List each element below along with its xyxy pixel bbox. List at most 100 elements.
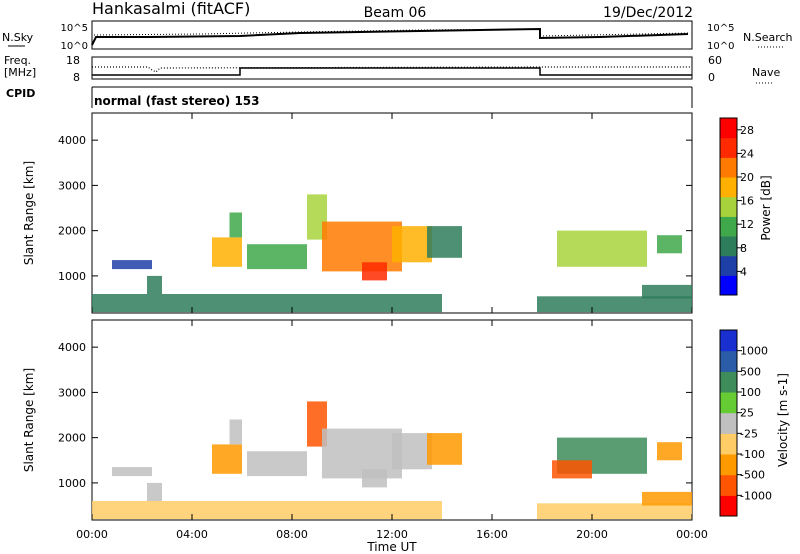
nave-tick-top: 60 bbox=[708, 54, 722, 67]
nave-line bbox=[92, 66, 692, 73]
velocity-colorbar-cells bbox=[720, 330, 737, 517]
power-colorbar-swatch bbox=[720, 177, 737, 198]
velocity-colorbar-tick-label: -1000 bbox=[740, 489, 772, 502]
power-colorbar-tick-label: 8 bbox=[740, 242, 747, 255]
velocity-scatter-region bbox=[642, 491, 692, 506]
freq-tick-bottom: 8 bbox=[73, 71, 80, 84]
freq-label-1: Freq. bbox=[4, 54, 31, 67]
velocity-scatter-region bbox=[212, 444, 242, 474]
velocity-panel-cells bbox=[92, 401, 692, 520]
power-colorbar-tick-label: 24 bbox=[740, 147, 754, 160]
velocity-colorbar-tick-label: 1000 bbox=[740, 345, 768, 358]
nsearch-label: N.Search bbox=[743, 31, 793, 44]
velocity-colorbar-ticks: -1000 -500 -100 -25 25 100 500 1000 bbox=[737, 345, 772, 502]
station-title: Hankasalmi (fitACF) bbox=[92, 0, 250, 18]
power-xticks bbox=[91, 113, 693, 313]
freq-panel-frame bbox=[91, 56, 693, 80]
power-colorbar-swatch bbox=[720, 196, 737, 217]
velocity-panel: 1000 2000 3000 4000 Slant Range [km] bbox=[22, 319, 693, 521]
power-colorbar-tick-label: 12 bbox=[740, 218, 754, 231]
velocity-panel-frame bbox=[91, 319, 693, 521]
power-colorbar-swatch bbox=[720, 236, 737, 257]
velocity-scatter-region bbox=[552, 460, 592, 479]
power-ytick-label: 3000 bbox=[58, 179, 86, 192]
velocity-colorbar-swatch bbox=[720, 371, 737, 393]
velocity-scatter-region bbox=[247, 451, 307, 477]
velocity-colorbar-swatch bbox=[720, 495, 737, 517]
cpid-text: normal (fast stereo) 153 bbox=[94, 94, 260, 108]
nsky-tick-top: 10^5 bbox=[61, 23, 88, 34]
velocity-colorbar-tick-label: 500 bbox=[740, 365, 761, 378]
power-scatter-region bbox=[147, 275, 162, 294]
velocity-scatter-region bbox=[92, 501, 442, 520]
velocity-ytick-label: 1000 bbox=[58, 477, 86, 490]
date-title: 19/Dec/2012 bbox=[603, 5, 693, 21]
power-scatter-region bbox=[557, 230, 647, 267]
velocity-ytick-label: 4000 bbox=[58, 341, 86, 354]
x-axis-label: Time UT bbox=[366, 540, 417, 554]
velocity-yticks: 1000 2000 3000 4000 bbox=[58, 341, 692, 490]
nsearch-line bbox=[93, 28, 691, 37]
power-colorbar-swatch bbox=[720, 216, 737, 237]
velocity-colorbar: -1000 -500 -100 -25 25 100 500 1000 Velocity [m… bbox=[719, 329, 790, 517]
power-ytick-label: 1000 bbox=[58, 270, 86, 283]
x-tick-label: 08:00 bbox=[276, 528, 308, 541]
power-colorbar-tick-label: 16 bbox=[740, 195, 754, 208]
velocity-colorbar-tick-label: 25 bbox=[740, 407, 754, 420]
power-scatter-region bbox=[212, 237, 242, 267]
velocity-colorbar-swatch bbox=[720, 412, 737, 434]
velocity-xticks bbox=[91, 320, 693, 520]
power-colorbar-swatch bbox=[720, 255, 737, 276]
power-colorbar-tick-label: 4 bbox=[740, 265, 747, 278]
power-panel: 1000 2000 3000 4000 Slant Range [km] bbox=[22, 112, 693, 314]
velocity-scatter-region bbox=[112, 467, 152, 477]
velocity-scatter-region bbox=[147, 482, 162, 501]
power-panel-frame bbox=[91, 112, 693, 314]
power-scatter-region bbox=[657, 235, 682, 254]
power-colorbar-frame bbox=[719, 117, 738, 296]
velocity-colorbar-label: Velocity [m s-1] bbox=[776, 373, 790, 467]
x-tick-label: 00:00 bbox=[76, 528, 108, 541]
power-colorbar-label: Power [dB] bbox=[759, 175, 773, 240]
velocity-scatter-region bbox=[229, 419, 242, 445]
nsky-line bbox=[91, 27, 689, 46]
velocity-colorbar-tick-label: -500 bbox=[740, 469, 765, 482]
x-tick-label: 04:00 bbox=[176, 528, 208, 541]
power-scatter-region bbox=[362, 262, 387, 281]
freq-label-2: [MHz] bbox=[4, 66, 36, 79]
beam-title: Beam 06 bbox=[364, 5, 427, 21]
velocity-colorbar-swatch bbox=[720, 454, 737, 476]
velocity-colorbar-frame bbox=[719, 329, 738, 517]
velocity-ytick-label: 2000 bbox=[58, 432, 86, 445]
power-colorbar-swatch bbox=[720, 118, 737, 139]
nsearch-tick-bottom: 10^0 bbox=[707, 41, 734, 52]
velocity-colorbar-swatch bbox=[720, 474, 737, 496]
nsky-panel-frame bbox=[91, 20, 693, 50]
velocity-colorbar-swatch bbox=[720, 433, 737, 455]
power-colorbar-ticks: 4 8 12 16 20 24 28 bbox=[737, 124, 754, 278]
power-colorbar-tick-label: 20 bbox=[740, 171, 754, 184]
velocity-scatter-region bbox=[392, 433, 432, 470]
velocity-ytick-label: 3000 bbox=[58, 386, 86, 399]
velocity-colorbar-tick-label: 100 bbox=[740, 386, 761, 399]
power-colorbar: 4 8 12 16 20 24 28 Power [dB] bbox=[719, 117, 773, 296]
x-tick-label: 20:00 bbox=[576, 528, 608, 541]
power-scatter-region bbox=[427, 226, 462, 258]
nave-tick-bottom: 0 bbox=[708, 71, 715, 84]
velocity-colorbar-tick-label: -100 bbox=[740, 448, 765, 461]
power-panel-cells bbox=[92, 194, 692, 313]
velocity-colorbar-swatch bbox=[720, 392, 737, 414]
power-scatter-region bbox=[537, 296, 692, 313]
x-tick-labels: 00:00 04:00 08:00 12:00 16:00 20:00 00:00 bbox=[76, 528, 708, 541]
velocity-colorbar-tick-label: -25 bbox=[740, 427, 758, 440]
velocity-scatter-region bbox=[537, 503, 692, 520]
velocity-scatter-region bbox=[362, 469, 387, 488]
power-scatter-region bbox=[247, 244, 307, 270]
power-ylabel: Slant Range [km] bbox=[22, 161, 36, 265]
power-scatter-region bbox=[392, 226, 432, 263]
power-scatter-region bbox=[642, 284, 692, 299]
velocity-ylabel: Slant Range [km] bbox=[22, 368, 36, 472]
power-ytick-label: 2000 bbox=[58, 225, 86, 238]
nsearch-tick-top: 10^5 bbox=[707, 23, 734, 34]
